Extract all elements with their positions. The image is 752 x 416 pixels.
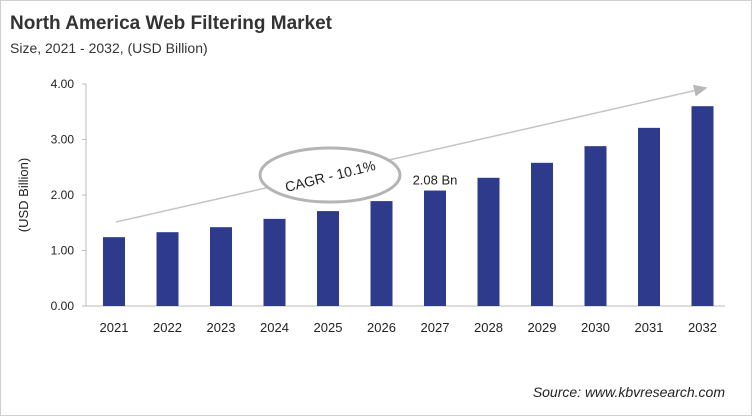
y-tick-label: 3.00 (51, 133, 75, 147)
bar-2024 (263, 218, 286, 306)
x-tick-label: 2026 (367, 320, 396, 335)
x-tick-label: 2030 (581, 320, 610, 335)
x-tick-label: 2024 (260, 320, 289, 335)
cagr-ellipse (258, 146, 402, 204)
x-tick-label: 2029 (528, 320, 557, 335)
x-tick-label: 2031 (635, 320, 664, 335)
trend-arrow (115, 84, 708, 223)
x-tick-label: 2027 (421, 320, 450, 335)
source-note: Source: www.kbvresearch.com (532, 384, 725, 400)
x-tick-label: 2025 (314, 320, 343, 335)
y-tick-label: 1.00 (51, 244, 75, 258)
x-tick-label: 2021 (100, 320, 129, 335)
bar-2023 (210, 227, 232, 306)
bar-2022 (156, 232, 179, 306)
bar-2021 (103, 237, 125, 306)
chart-subtitle: Size, 2021 - 2032, (USD Billion) (10, 40, 208, 56)
bar-2031 (638, 127, 660, 306)
x-tick-label: 2032 (688, 320, 717, 335)
y-tick-label: 2.00 (51, 188, 75, 202)
x-tick-label: 2022 (153, 320, 182, 335)
bar-2027 (424, 190, 446, 306)
x-tick-label: 2028 (474, 320, 503, 335)
chart-title: North America Web Filtering Market (10, 13, 333, 34)
bar-2025 (317, 211, 339, 306)
y-axis-title: (USD Billion) (16, 158, 31, 232)
data-label-2027: 2.08 Bn (413, 173, 458, 188)
bar-2026 (370, 201, 393, 306)
bar-2029 (531, 162, 553, 306)
bar-2032 (691, 106, 714, 306)
bar-2030 (584, 146, 607, 306)
bar-2028 (477, 177, 500, 306)
y-tick-label: 0.00 (51, 299, 75, 313)
y-axis: 0.00 1.00 2.00 3.00 4.00 (51, 77, 725, 313)
y-tick-label: 4.00 (51, 77, 75, 91)
x-tick-label: 2023 (207, 320, 236, 335)
bars (103, 106, 714, 306)
x-axis-labels: 2021 2022 2023 2024 2025 2026 2027 2028 2029 2030… (100, 320, 717, 335)
